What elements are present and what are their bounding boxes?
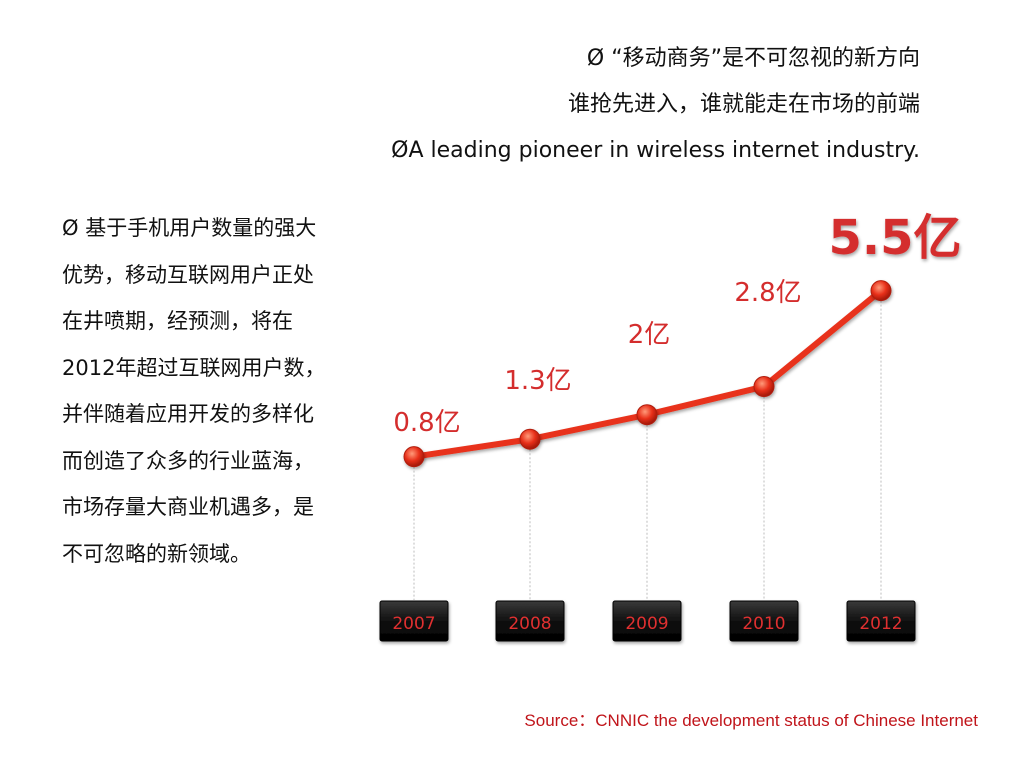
header-line-1: Ø “移动商务”是不可忽视的新方向: [586, 46, 920, 71]
year-box-2009: [612, 600, 682, 642]
year-box-2010: [729, 600, 799, 642]
header-line-3: ØA leading pioneer in wireless internet …: [391, 138, 920, 163]
series-line: [411, 287, 884, 460]
data-label-2010: 2.8亿: [734, 278, 801, 308]
year-label-2007: 2007: [392, 614, 435, 634]
year-box-2007: [379, 600, 449, 642]
year-label-2010: 2010: [742, 614, 785, 634]
data-point-2008: [519, 428, 541, 450]
data-point-2007: [403, 446, 425, 468]
year-label-2008: 2008: [508, 614, 551, 634]
data-point-2012: [870, 280, 892, 302]
data-label-2009: 2亿: [628, 320, 671, 350]
year-box-2008: [495, 600, 565, 642]
data-point-2009: [636, 404, 658, 426]
data-point-2010: [753, 376, 775, 398]
year-label-2012: 2012: [859, 614, 902, 634]
data-label-2007: 0.8亿: [393, 408, 460, 438]
source-note: Source：CNNIC the development status of C…: [524, 711, 978, 730]
year-label-2009: 2009: [625, 614, 668, 634]
data-label-2012: 5.5亿: [828, 210, 961, 266]
data-label-2008: 1.3亿: [504, 366, 571, 396]
year-box-2012: [846, 600, 916, 642]
header-line-2: 谁抢先进入，谁就能走在市场的前端: [567, 92, 920, 117]
body-paragraph: Ø 基于手机用户数量的强大优势，移动互联网用户正处在井喷期，经预测，将在2012…: [62, 216, 326, 566]
header-text: Ø “移动商务”是不可忽视的新方向 谁抢先进入，谁就能走在市场的前端 ØA le…: [391, 36, 920, 174]
